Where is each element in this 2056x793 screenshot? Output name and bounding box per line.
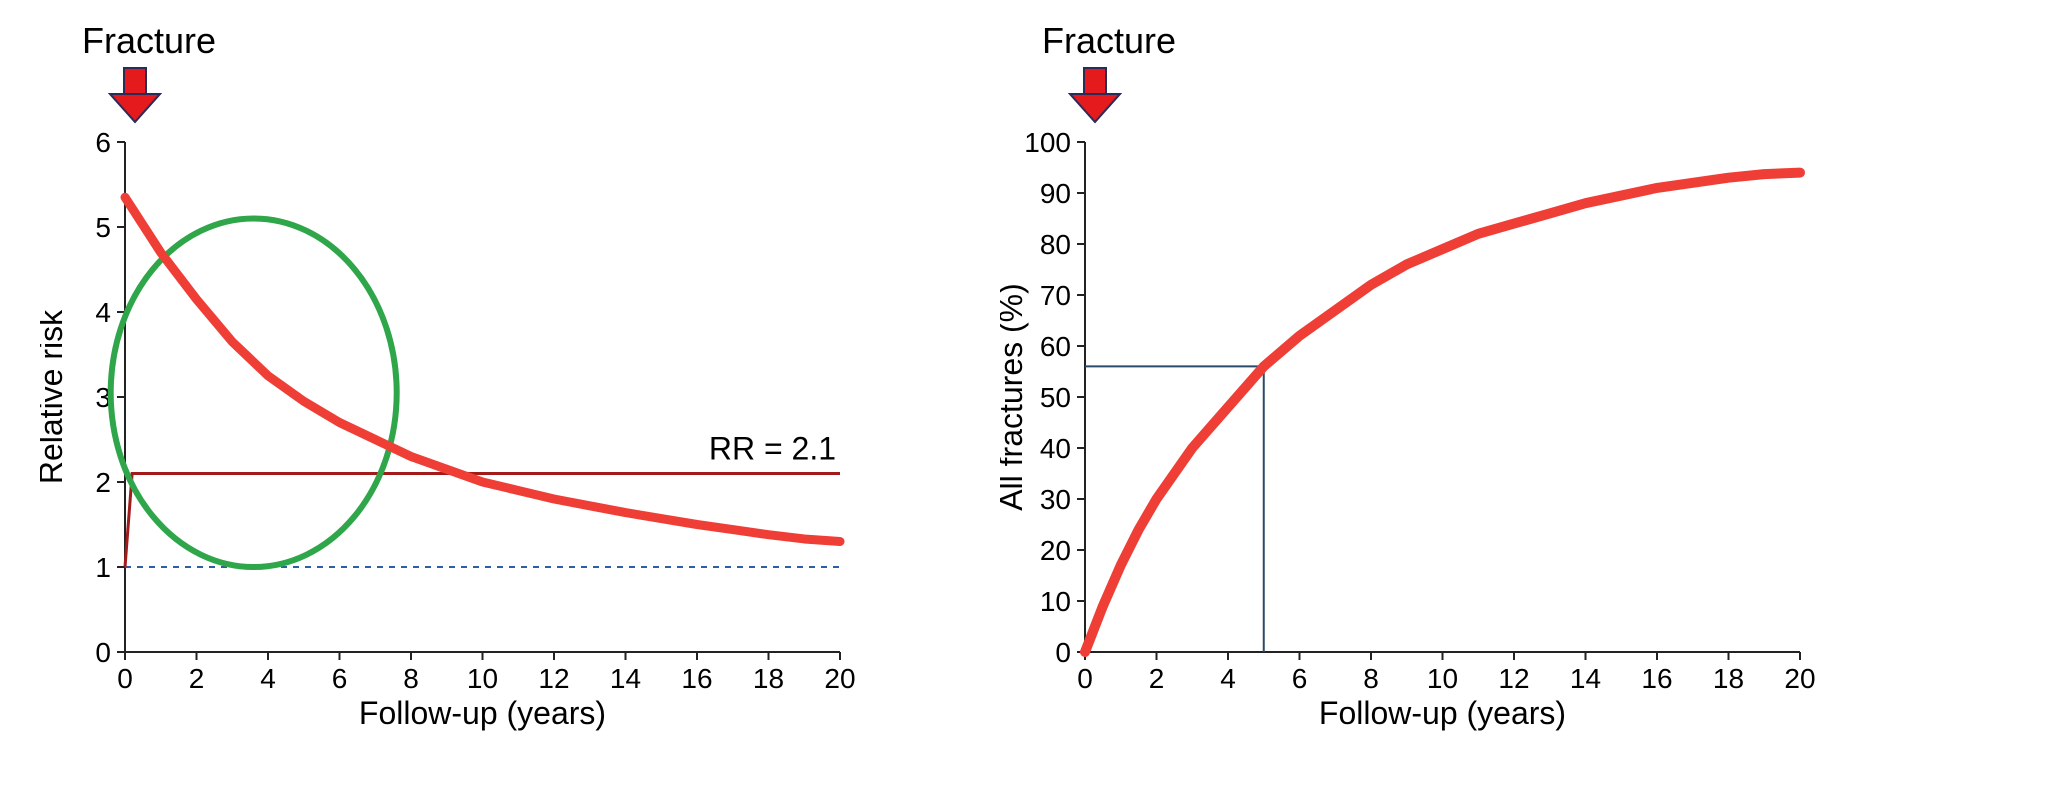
svg-text:30: 30: [1040, 484, 1071, 515]
svg-text:10: 10: [1427, 663, 1458, 694]
figure-wrap: Fracture 024681012141618200123456Follow-…: [40, 20, 2016, 742]
left-header-label: Fracture: [82, 20, 216, 62]
svg-text:4: 4: [95, 297, 111, 328]
svg-text:50: 50: [1040, 382, 1071, 413]
right-header-label: Fracture: [1042, 20, 1176, 62]
svg-text:Follow-up (years): Follow-up (years): [359, 695, 606, 731]
left-header: Fracture: [82, 20, 860, 126]
svg-text:10: 10: [1040, 586, 1071, 617]
svg-text:RR = 2.1: RR = 2.1: [709, 431, 836, 467]
svg-text:4: 4: [1220, 663, 1236, 694]
svg-text:18: 18: [753, 663, 784, 694]
right-chart: 0 2 4 6 8 10 12 14 16 18 20 0 10 20 30 40 50 60 70 80 90 100 F…: [1000, 132, 1820, 742]
svg-text:0: 0: [1077, 663, 1093, 694]
svg-text:80: 80: [1040, 229, 1071, 260]
svg-text:2: 2: [95, 467, 111, 498]
svg-text:60: 60: [1040, 331, 1071, 362]
svg-text:0: 0: [95, 637, 111, 668]
svg-text:2: 2: [189, 663, 205, 694]
svg-text:90: 90: [1040, 178, 1071, 209]
svg-text:1: 1: [95, 552, 111, 583]
svg-text:Relative risk: Relative risk: [40, 309, 69, 484]
svg-text:6: 6: [95, 132, 111, 158]
svg-text:20: 20: [1784, 663, 1815, 694]
svg-text:6: 6: [1292, 663, 1308, 694]
arrow-down-icon: [1064, 66, 1126, 126]
svg-text:All fractures (%): All fractures (%): [1000, 283, 1029, 511]
svg-text:70: 70: [1040, 280, 1071, 311]
svg-text:100: 100: [1024, 132, 1071, 158]
svg-text:16: 16: [1641, 663, 1672, 694]
right-header: Fracture: [1042, 20, 1820, 126]
svg-text:20: 20: [824, 663, 855, 694]
left-panel: Fracture 024681012141618200123456Follow-…: [40, 20, 860, 742]
svg-text:5: 5: [95, 212, 111, 243]
right-panel: Fracture 0 2 4 6 8 10 12 14 16 18 20 0 10 20 30 40 50 60 7…: [1000, 20, 1820, 742]
svg-text:14: 14: [1570, 663, 1601, 694]
svg-text:10: 10: [467, 663, 498, 694]
svg-text:12: 12: [538, 663, 569, 694]
svg-text:40: 40: [1040, 433, 1071, 464]
svg-text:18: 18: [1713, 663, 1744, 694]
svg-text:8: 8: [403, 663, 419, 694]
svg-text:6: 6: [332, 663, 348, 694]
svg-text:0: 0: [117, 663, 133, 694]
arrow-down-icon: [104, 66, 166, 126]
svg-text:8: 8: [1363, 663, 1379, 694]
svg-text:16: 16: [681, 663, 712, 694]
svg-text:20: 20: [1040, 535, 1071, 566]
left-chart: 024681012141618200123456Follow-up (years…: [40, 132, 860, 742]
svg-text:12: 12: [1498, 663, 1529, 694]
svg-text:0: 0: [1055, 637, 1071, 668]
svg-text:4: 4: [260, 663, 276, 694]
svg-text:Follow-up (years): Follow-up (years): [1319, 695, 1566, 731]
svg-text:2: 2: [1149, 663, 1165, 694]
svg-text:14: 14: [610, 663, 641, 694]
